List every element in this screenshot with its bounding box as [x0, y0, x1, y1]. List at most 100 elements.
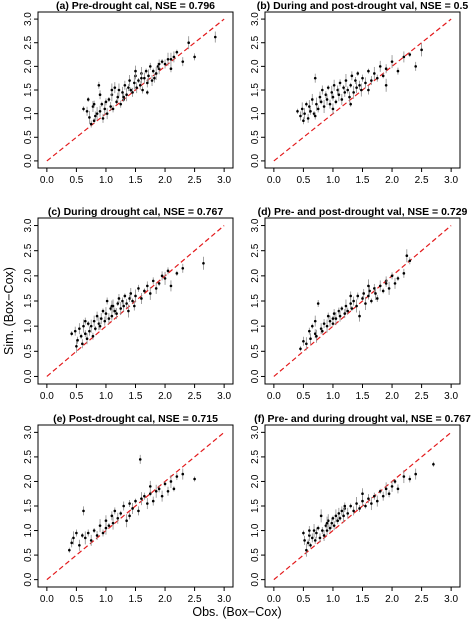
data-point — [101, 531, 105, 535]
x-tick-label: 0.5 — [69, 391, 83, 402]
data-point — [331, 107, 335, 111]
data-point — [312, 529, 316, 532]
data-point — [89, 324, 93, 328]
data-point — [344, 79, 348, 82]
data-point — [340, 98, 344, 101]
data-point — [309, 337, 312, 341]
data-point — [125, 302, 128, 305]
data-point — [325, 324, 329, 328]
data-point — [138, 83, 142, 87]
x-tick-label: 3.0 — [217, 175, 231, 186]
data-point — [103, 107, 107, 111]
data-point — [88, 329, 91, 333]
data-point — [300, 107, 304, 111]
data-point — [150, 79, 154, 82]
data-point — [328, 526, 332, 530]
data-point — [319, 514, 323, 518]
data-point — [355, 304, 358, 308]
data-point — [393, 480, 397, 483]
y-tick-label: 1.0 — [250, 523, 261, 537]
x-tick-label: 2.5 — [188, 175, 202, 186]
data-point — [213, 35, 217, 39]
data-point — [141, 88, 144, 92]
scatter-panel-5: (e) Post-drought cal, NSE = 0.715 0.0 0.5 1… — [23, 413, 234, 605]
data-point — [355, 502, 358, 505]
data-point — [97, 83, 101, 87]
data-point — [116, 516, 120, 520]
y-tick-label: 0.5 — [23, 344, 34, 358]
data-point — [119, 102, 123, 106]
y-tick-label: 0.0 — [23, 154, 34, 168]
y-tick-label: 2.5 — [23, 35, 34, 49]
y-tick-label: 3.0 — [250, 425, 261, 439]
data-point — [81, 342, 84, 346]
data-point — [95, 112, 99, 115]
data-point — [343, 91, 347, 94]
data-point — [331, 95, 335, 99]
data-point — [325, 98, 329, 101]
data-point — [147, 74, 150, 78]
data-point — [140, 297, 143, 300]
data-point — [101, 117, 105, 120]
data-point — [148, 65, 152, 68]
data-point — [146, 502, 149, 505]
data-point — [169, 284, 173, 288]
data-point — [157, 62, 161, 66]
x-tick-label: 1.0 — [99, 594, 113, 605]
data-point — [122, 504, 125, 508]
y-tick-label: 2.5 — [250, 35, 261, 49]
scatter-panel-1: (a) Pre-drought cal, NSE = 0.796 0.0 0.5 1.… — [23, 0, 234, 186]
data-point — [342, 514, 345, 518]
data-point — [313, 114, 317, 118]
data-point — [151, 279, 155, 283]
data-point — [334, 317, 338, 320]
data-point — [331, 516, 335, 520]
x-tick-label: 1.5 — [356, 175, 370, 186]
data-point — [169, 57, 173, 61]
data-point — [202, 261, 205, 265]
scatter-panel-3: (c) During drought cal, NSE = 0.767 0.0 0.… — [23, 206, 234, 402]
data-point — [122, 304, 125, 308]
data-point — [107, 317, 111, 320]
y-tick-label: 0.0 — [250, 154, 261, 168]
data-point — [82, 509, 85, 513]
figure-y-axis-label: Sim. (Box−Cox) — [2, 267, 16, 355]
data-point — [98, 524, 102, 527]
x-tick-label: 1.5 — [129, 175, 143, 186]
data-point — [166, 269, 170, 273]
data-point — [361, 297, 364, 300]
data-point — [110, 514, 114, 518]
data-point — [408, 477, 412, 481]
data-point — [352, 509, 355, 513]
y-tick-label: 3.0 — [250, 12, 261, 26]
y-tick-label: 1.5 — [23, 499, 34, 513]
y-tick-label: 1.0 — [23, 319, 34, 333]
data-point — [303, 112, 306, 115]
data-point — [315, 102, 318, 106]
data-point — [340, 509, 344, 513]
x-tick-label: 1.5 — [356, 594, 370, 605]
x-tick-label: 0.0 — [40, 175, 54, 186]
y-tick-label: 2.0 — [250, 474, 261, 488]
data-point — [166, 57, 170, 61]
data-point — [181, 60, 185, 63]
data-point — [83, 536, 87, 540]
data-point — [105, 112, 109, 115]
x-tick-label: 2.5 — [188, 594, 202, 605]
data-point — [125, 93, 128, 97]
y-tick-label: 0.5 — [23, 548, 34, 562]
one-to-one-line — [46, 18, 225, 162]
data-point — [299, 114, 302, 118]
data-point — [151, 69, 155, 73]
data-point — [384, 282, 388, 285]
data-point — [131, 299, 134, 303]
data-point — [367, 88, 370, 92]
data-point — [408, 259, 412, 263]
data-point — [89, 122, 93, 126]
data-point — [336, 519, 339, 523]
data-point — [78, 327, 81, 330]
y-tick-label: 1.5 — [23, 83, 34, 97]
data-point — [318, 536, 322, 540]
data-point — [128, 79, 131, 82]
data-point — [315, 334, 318, 338]
